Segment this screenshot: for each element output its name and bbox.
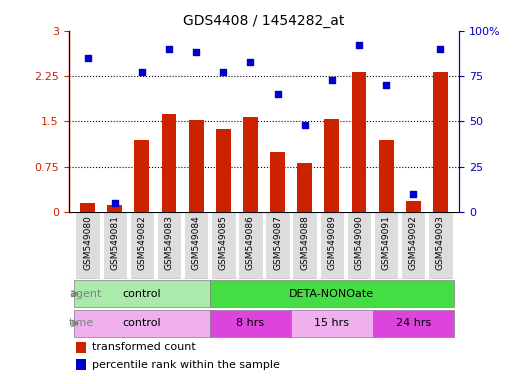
Title: GDS4408 / 1454282_at: GDS4408 / 1454282_at (183, 14, 345, 28)
Point (436, 46, 445, 52)
Text: GSM549089: GSM549089 (327, 215, 336, 270)
FancyBboxPatch shape (374, 212, 398, 279)
FancyBboxPatch shape (291, 310, 373, 337)
FancyBboxPatch shape (319, 212, 344, 279)
Text: percentile rank within the sample: percentile rank within the sample (92, 359, 280, 369)
Text: GSM549084: GSM549084 (192, 215, 201, 270)
Bar (107, 205, 122, 212)
Text: 15 hrs: 15 hrs (314, 318, 350, 328)
Text: 24 hrs: 24 hrs (395, 318, 431, 328)
Point (300, 122, 309, 128)
FancyBboxPatch shape (184, 212, 209, 279)
Text: GSM549087: GSM549087 (273, 215, 282, 270)
Bar (297, 162, 312, 212)
Text: GSM549093: GSM549093 (436, 215, 445, 270)
Point (219, 70, 228, 76)
Bar (324, 119, 340, 212)
Text: GSM549080: GSM549080 (83, 215, 92, 270)
Bar (270, 152, 285, 212)
FancyBboxPatch shape (102, 212, 127, 279)
Text: control: control (122, 318, 161, 328)
Point (246, 58, 254, 65)
Point (409, 191, 418, 197)
FancyBboxPatch shape (238, 212, 262, 279)
Bar (379, 139, 393, 212)
FancyBboxPatch shape (210, 280, 454, 307)
FancyBboxPatch shape (266, 212, 290, 279)
Bar (216, 129, 231, 212)
Text: DETA-NONOate: DETA-NONOate (289, 289, 374, 299)
Bar (352, 72, 366, 212)
Bar (243, 117, 258, 212)
Text: GSM549085: GSM549085 (219, 215, 228, 270)
Bar (406, 201, 421, 212)
Bar (433, 72, 448, 212)
Point (192, 50, 201, 56)
FancyBboxPatch shape (373, 310, 454, 337)
Text: time: time (69, 318, 95, 328)
Point (138, 70, 146, 76)
Point (355, 42, 363, 48)
FancyBboxPatch shape (211, 212, 235, 279)
Text: GSM549082: GSM549082 (137, 215, 146, 270)
Point (327, 77, 336, 83)
Bar (135, 139, 149, 212)
FancyBboxPatch shape (401, 212, 426, 279)
FancyBboxPatch shape (74, 280, 210, 307)
Point (382, 82, 390, 88)
Point (165, 46, 173, 52)
FancyBboxPatch shape (74, 310, 210, 337)
FancyBboxPatch shape (210, 310, 291, 337)
Bar (80, 203, 95, 212)
FancyBboxPatch shape (157, 212, 181, 279)
Bar (77, 359, 86, 370)
Point (274, 91, 282, 97)
Text: transformed count: transformed count (92, 343, 196, 353)
Text: agent: agent (69, 289, 101, 299)
Text: GSM549083: GSM549083 (165, 215, 174, 270)
FancyBboxPatch shape (428, 212, 452, 279)
Text: GSM549092: GSM549092 (409, 215, 418, 270)
Text: 8 hrs: 8 hrs (237, 318, 265, 328)
Text: GSM549086: GSM549086 (246, 215, 255, 270)
Text: GSM549090: GSM549090 (354, 215, 363, 270)
Point (110, 200, 119, 206)
Text: GSM549088: GSM549088 (300, 215, 309, 270)
Text: GSM549081: GSM549081 (110, 215, 119, 270)
Text: control: control (122, 289, 161, 299)
Bar (188, 120, 204, 212)
FancyBboxPatch shape (293, 212, 317, 279)
Point (83, 55, 92, 61)
FancyBboxPatch shape (130, 212, 154, 279)
Bar (77, 342, 86, 353)
Bar (162, 114, 176, 212)
Text: GSM549091: GSM549091 (382, 215, 391, 270)
FancyBboxPatch shape (76, 212, 100, 279)
FancyBboxPatch shape (347, 212, 371, 279)
